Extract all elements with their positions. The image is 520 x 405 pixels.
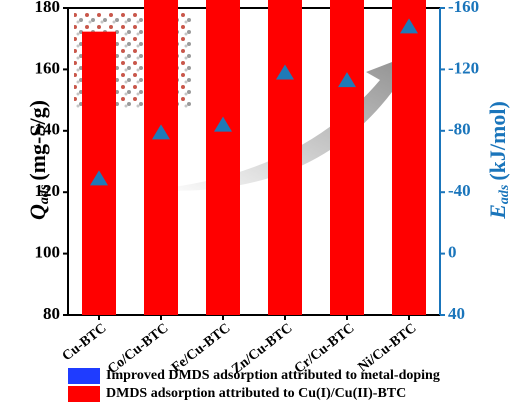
legend-swatch — [68, 368, 100, 384]
energy-marker — [90, 170, 108, 186]
y2-tick-label: -80 — [448, 120, 471, 139]
y-tick-label: 100 — [35, 243, 61, 262]
bar — [392, 0, 426, 316]
legend-label: Improved DMDS adsorption attributed to m… — [106, 368, 440, 383]
y-tick-label: 160 — [35, 58, 61, 77]
energy-marker — [152, 124, 170, 140]
bar — [206, 0, 240, 315]
energy-marker — [214, 116, 232, 132]
bar — [144, 0, 178, 315]
legend-label: DMDS adsorption attributed to Cu(I)/Cu(I… — [106, 386, 406, 401]
bar — [330, 0, 364, 316]
y-tick-label: 80 — [43, 304, 60, 323]
y2-tick-label: -120 — [448, 58, 479, 77]
x-tick-label: Ni/Cu-BTC — [356, 321, 420, 375]
y-tick-label: 180 — [35, 0, 61, 16]
y-tick-label: 120 — [35, 181, 61, 200]
y-axis-label: Qads(mg-S/g) — [25, 100, 52, 220]
x-tick-label: Cu-BTC — [60, 321, 110, 364]
energy-marker — [276, 64, 294, 80]
y2-tick-label: -40 — [448, 181, 471, 200]
y2-axis-label: Eads(kJ/mol) — [485, 101, 512, 220]
legend-swatch — [68, 386, 100, 402]
y2-tick-label: 40 — [448, 304, 465, 323]
energy-marker — [338, 72, 356, 88]
y2-tick-label: 0 — [448, 243, 457, 262]
y2-tick-label: -160 — [448, 0, 479, 16]
y-tick-label: 140 — [35, 120, 61, 139]
energy-marker — [400, 18, 418, 34]
bar — [268, 0, 302, 316]
